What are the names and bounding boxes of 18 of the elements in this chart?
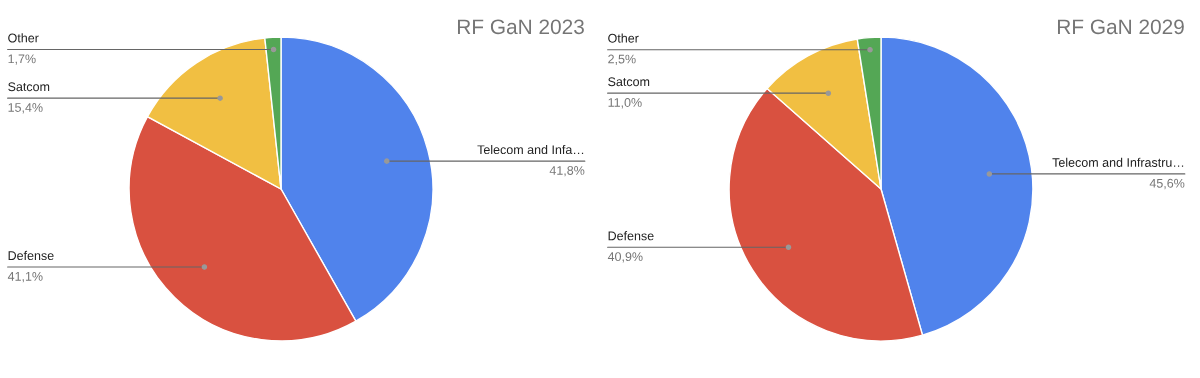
slice-label: Telecom and Infrastru… xyxy=(1052,157,1184,167)
slice-label: Other xyxy=(8,33,39,43)
data-label: 41,1% xyxy=(7,272,43,283)
data-label: 11,0% xyxy=(608,98,642,109)
slice-label: Defense xyxy=(8,250,54,261)
slice-label: Other xyxy=(608,33,639,43)
data-label: 45,6% xyxy=(1149,178,1185,190)
data-label: 15,4% xyxy=(8,103,43,114)
slice-label: Satcom xyxy=(8,82,50,92)
slice-label: Telecom and Infa… xyxy=(477,144,584,155)
slice-label: Satcom xyxy=(608,77,650,87)
chart-title: RF GaN 2029 xyxy=(1058,19,1184,35)
data-label: 2,5% xyxy=(608,54,636,65)
data-label: 40,9% xyxy=(607,252,643,263)
chart-title: RF GaN 2023 xyxy=(458,19,584,35)
data-label: 41,8% xyxy=(549,166,585,177)
data-label: 1,7% xyxy=(8,54,36,65)
slice-label: Defense xyxy=(608,231,654,241)
